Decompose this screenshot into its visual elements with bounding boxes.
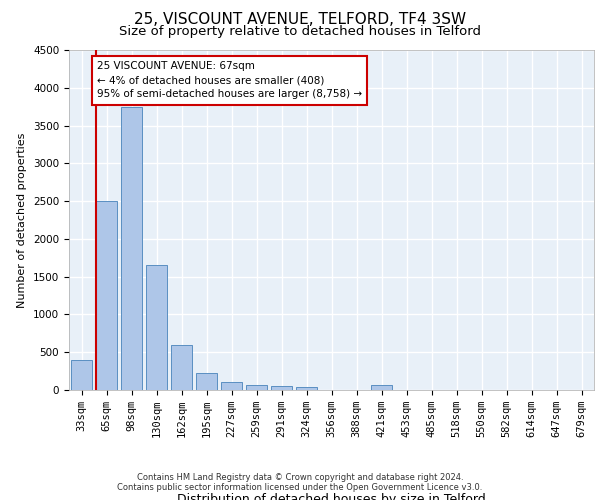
Bar bbox=[221, 382, 242, 390]
Bar bbox=[246, 386, 267, 390]
Bar bbox=[96, 201, 117, 390]
Bar bbox=[146, 266, 167, 390]
Bar bbox=[371, 386, 392, 390]
Bar bbox=[196, 372, 217, 390]
Y-axis label: Number of detached properties: Number of detached properties bbox=[17, 132, 28, 308]
Bar bbox=[296, 387, 317, 390]
X-axis label: Distribution of detached houses by size in Telford: Distribution of detached houses by size … bbox=[177, 493, 486, 500]
Bar bbox=[121, 106, 142, 390]
Bar bbox=[71, 360, 92, 390]
Text: Contains public sector information licensed under the Open Government Licence v3: Contains public sector information licen… bbox=[118, 482, 482, 492]
Bar bbox=[171, 344, 192, 390]
Text: 25, VISCOUNT AVENUE, TELFORD, TF4 3SW: 25, VISCOUNT AVENUE, TELFORD, TF4 3SW bbox=[134, 12, 466, 28]
Bar bbox=[271, 386, 292, 390]
Text: Contains HM Land Registry data © Crown copyright and database right 2024.: Contains HM Land Registry data © Crown c… bbox=[137, 472, 463, 482]
Text: Size of property relative to detached houses in Telford: Size of property relative to detached ho… bbox=[119, 25, 481, 38]
Text: 25 VISCOUNT AVENUE: 67sqm
← 4% of detached houses are smaller (408)
95% of semi-: 25 VISCOUNT AVENUE: 67sqm ← 4% of detach… bbox=[97, 62, 362, 100]
